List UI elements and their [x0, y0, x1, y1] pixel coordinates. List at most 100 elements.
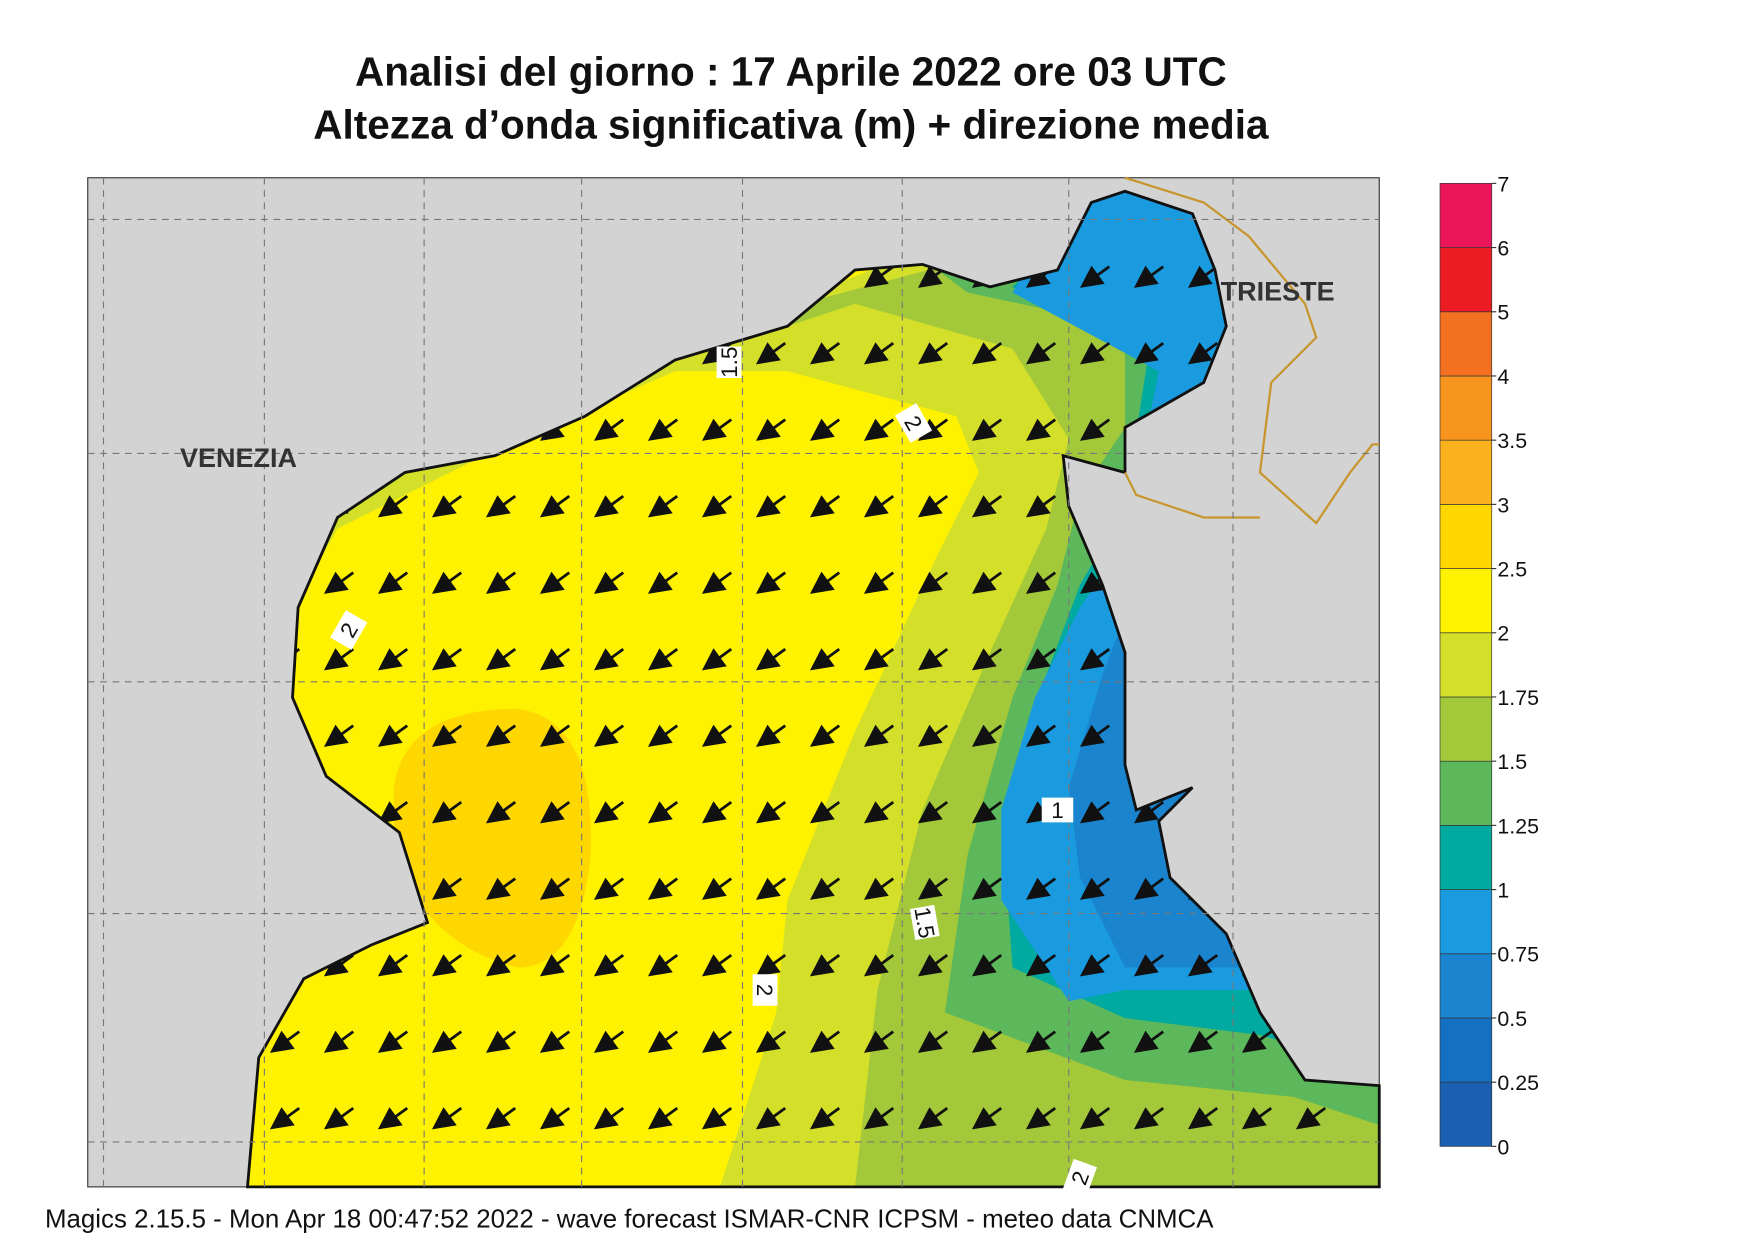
colorbar-segment — [1439, 760, 1493, 826]
direction-arrow — [809, 953, 841, 977]
direction-arrow — [971, 877, 1003, 900]
direction-arrow — [593, 1106, 625, 1130]
direction-arrow — [647, 1106, 679, 1130]
direction-arrow — [485, 953, 517, 977]
direction-arrow — [1025, 418, 1057, 441]
direction-arrow — [1187, 1106, 1219, 1130]
direction-arrow — [647, 571, 679, 594]
direction-arrow — [485, 1106, 517, 1130]
direction-arrow — [917, 953, 949, 977]
direction-arrow — [593, 647, 625, 671]
direction-arrow — [647, 647, 679, 671]
direction-arrow — [1187, 265, 1219, 288]
direction-arrow — [539, 494, 571, 518]
direction-arrow — [323, 1106, 355, 1130]
colorbar-label: 4 — [1497, 365, 1509, 389]
direction-arrow — [917, 647, 949, 671]
border — [1123, 176, 1380, 525]
direction-arrow — [809, 571, 841, 594]
direction-arrow — [1133, 265, 1165, 288]
direction-arrow — [323, 647, 355, 671]
direction-arrow — [377, 800, 409, 824]
direction-arrow — [431, 877, 463, 900]
contour-label-bg — [1062, 1158, 1098, 1197]
colorbar: 0 0.25 0.5 0.75 1 1.25 1.5 1.75 2 2.5 3 3.5 4 5 6 7 — [1439, 172, 1539, 1159]
direction-arrow — [269, 1030, 301, 1053]
direction-arrow — [485, 1030, 517, 1053]
direction-arrow — [971, 647, 1003, 671]
direction-arrow — [1079, 1030, 1111, 1053]
direction-arrow — [593, 571, 625, 594]
direction-arrow — [755, 341, 787, 365]
direction-arrow — [701, 1030, 733, 1053]
direction-arrow — [593, 418, 625, 441]
contour-label: 1 — [1051, 798, 1064, 823]
colorbar-segment — [1439, 953, 1493, 1019]
direction-arrow — [863, 1030, 895, 1053]
direction-arrow — [593, 1030, 625, 1053]
direction-arrow — [863, 877, 895, 900]
direction-arrow — [1079, 953, 1111, 977]
direction-arrow — [593, 953, 625, 977]
direction-arrow — [1025, 724, 1057, 747]
direction-arrow — [1133, 877, 1165, 900]
direction-arrow — [863, 418, 895, 441]
direction-arrow — [431, 1106, 463, 1130]
contour-label-group: 2 — [752, 974, 778, 1006]
colorbar-label: 3.5 — [1497, 429, 1527, 453]
direction-arrow — [917, 724, 949, 747]
place-label: TRIESTE — [1221, 276, 1335, 306]
direction-arrow — [1133, 953, 1165, 977]
direction-arrow — [701, 494, 733, 518]
direction-arrow — [917, 494, 949, 518]
direction-arrow — [863, 953, 895, 977]
colorbar-segment — [1439, 889, 1493, 955]
direction-arrow — [377, 1030, 409, 1053]
direction-arrow — [1295, 1106, 1327, 1130]
direction-arrow — [1133, 1106, 1165, 1130]
direction-arrow — [863, 265, 895, 288]
direction-arrow — [917, 800, 949, 824]
direction-arrow — [1025, 953, 1057, 977]
direction-arrow — [1133, 341, 1165, 365]
direction-arrow — [1241, 1106, 1273, 1130]
graticule — [87, 177, 1380, 1187]
direction-arrow — [917, 877, 949, 900]
direction-arrow — [323, 724, 355, 747]
direction-arrow — [917, 418, 949, 441]
direction-arrow — [701, 418, 733, 441]
direction-arrow — [971, 341, 1003, 365]
direction-arrow — [863, 341, 895, 365]
colorbar-label: 1.75 — [1497, 686, 1539, 710]
direction-arrow — [809, 418, 841, 441]
contour-label-group: 2 — [894, 403, 933, 443]
direction-arrow — [323, 1030, 355, 1053]
direction-arrow — [809, 494, 841, 518]
direction-arrow — [1079, 647, 1111, 671]
direction-arrow — [377, 647, 409, 671]
direction-arrow — [593, 724, 625, 747]
colorbar-segment — [1439, 1017, 1493, 1083]
direction-arrow — [647, 1030, 679, 1053]
direction-arrow — [755, 800, 787, 824]
colorbar-label: 0.25 — [1497, 1071, 1539, 1095]
colorbar-segment — [1439, 375, 1493, 441]
colorbar-segment — [1439, 568, 1493, 634]
direction-arrow — [863, 571, 895, 594]
direction-arrow — [539, 953, 571, 977]
direction-arrow — [539, 877, 571, 900]
direction-arrow — [539, 800, 571, 824]
direction-arrow — [431, 800, 463, 824]
direction-arrow — [917, 571, 949, 594]
direction-arrow — [1025, 341, 1057, 365]
direction-arrow — [1025, 1106, 1057, 1130]
colorbar-label: 2 — [1497, 622, 1509, 646]
direction-arrow — [431, 571, 463, 594]
colorbar-segment — [1439, 504, 1493, 569]
direction-arrow — [701, 724, 733, 747]
contour-label-group: 2 — [330, 610, 368, 650]
direction-arrow — [755, 571, 787, 594]
direction-arrow — [917, 1106, 949, 1130]
colorbar-label: 6 — [1497, 236, 1509, 260]
